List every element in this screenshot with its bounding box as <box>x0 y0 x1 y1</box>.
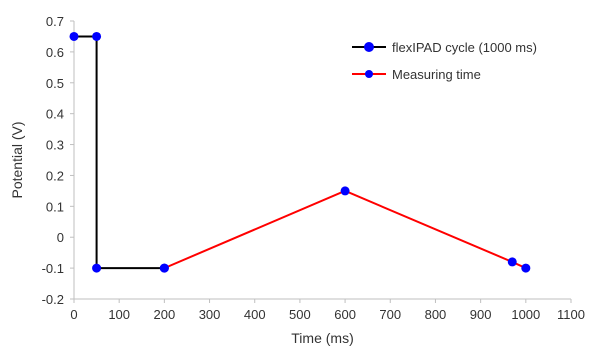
tick-labels: 0 100 200 300 400 500 600 700 800 900 1000 1100 -0.2… <box>42 14 585 322</box>
series-1-point-2 <box>92 31 102 41</box>
x-tick-label: 700 <box>379 307 401 322</box>
legend-label-2: Measuring time <box>392 67 481 82</box>
y-tick-label: 0.1 <box>46 199 64 214</box>
x-tick-label: 600 <box>334 307 356 322</box>
legend-label-1: flexIPAD cycle (1000 ms) <box>392 40 537 55</box>
x-tick-label: 800 <box>425 307 447 322</box>
y-tick-label: 0 <box>57 230 64 245</box>
y-tick-label: -0.1 <box>42 261 64 276</box>
x-axis-title: Time (ms) <box>291 330 353 346</box>
axes <box>70 20 572 303</box>
y-tick-label: 0.3 <box>46 138 64 153</box>
legend: flexIPAD cycle (1000 ms) Measuring time <box>352 40 537 82</box>
y-tick-label: 0.7 <box>46 14 64 29</box>
y-tick-label: 0.4 <box>46 107 64 122</box>
x-tick-label: 1000 <box>511 307 540 322</box>
legend-marker-2 <box>365 70 373 78</box>
series-lines <box>74 35 527 270</box>
series-line-1 <box>74 35 165 270</box>
legend-marker-1 <box>364 42 374 52</box>
series-2-point-1 <box>159 263 169 273</box>
series-2-point-2 <box>340 186 350 196</box>
series-line-2 <box>163 189 527 270</box>
y-axis-title: Potential (V) <box>9 121 25 198</box>
series-2-point-4 <box>521 263 531 273</box>
series-markers <box>69 31 531 273</box>
y-tick-label: -0.2 <box>42 292 64 307</box>
x-tick-label: 0 <box>70 307 77 322</box>
series-2-point-3 <box>507 257 517 267</box>
y-tick-label: 0.5 <box>46 76 64 91</box>
y-tick-label: 0.2 <box>46 168 64 183</box>
series-1-point-1 <box>69 31 79 41</box>
x-tick-label: 500 <box>289 307 311 322</box>
x-tick-label: 100 <box>108 307 130 322</box>
x-tick-label: 300 <box>199 307 221 322</box>
x-tick-label: 400 <box>244 307 266 322</box>
series-1-point-3 <box>92 263 102 273</box>
y-tick-label: 0.6 <box>46 45 64 60</box>
x-tick-label: 1100 <box>557 307 585 322</box>
x-tick-label: 200 <box>154 307 176 322</box>
x-tick-label: 900 <box>470 307 492 322</box>
